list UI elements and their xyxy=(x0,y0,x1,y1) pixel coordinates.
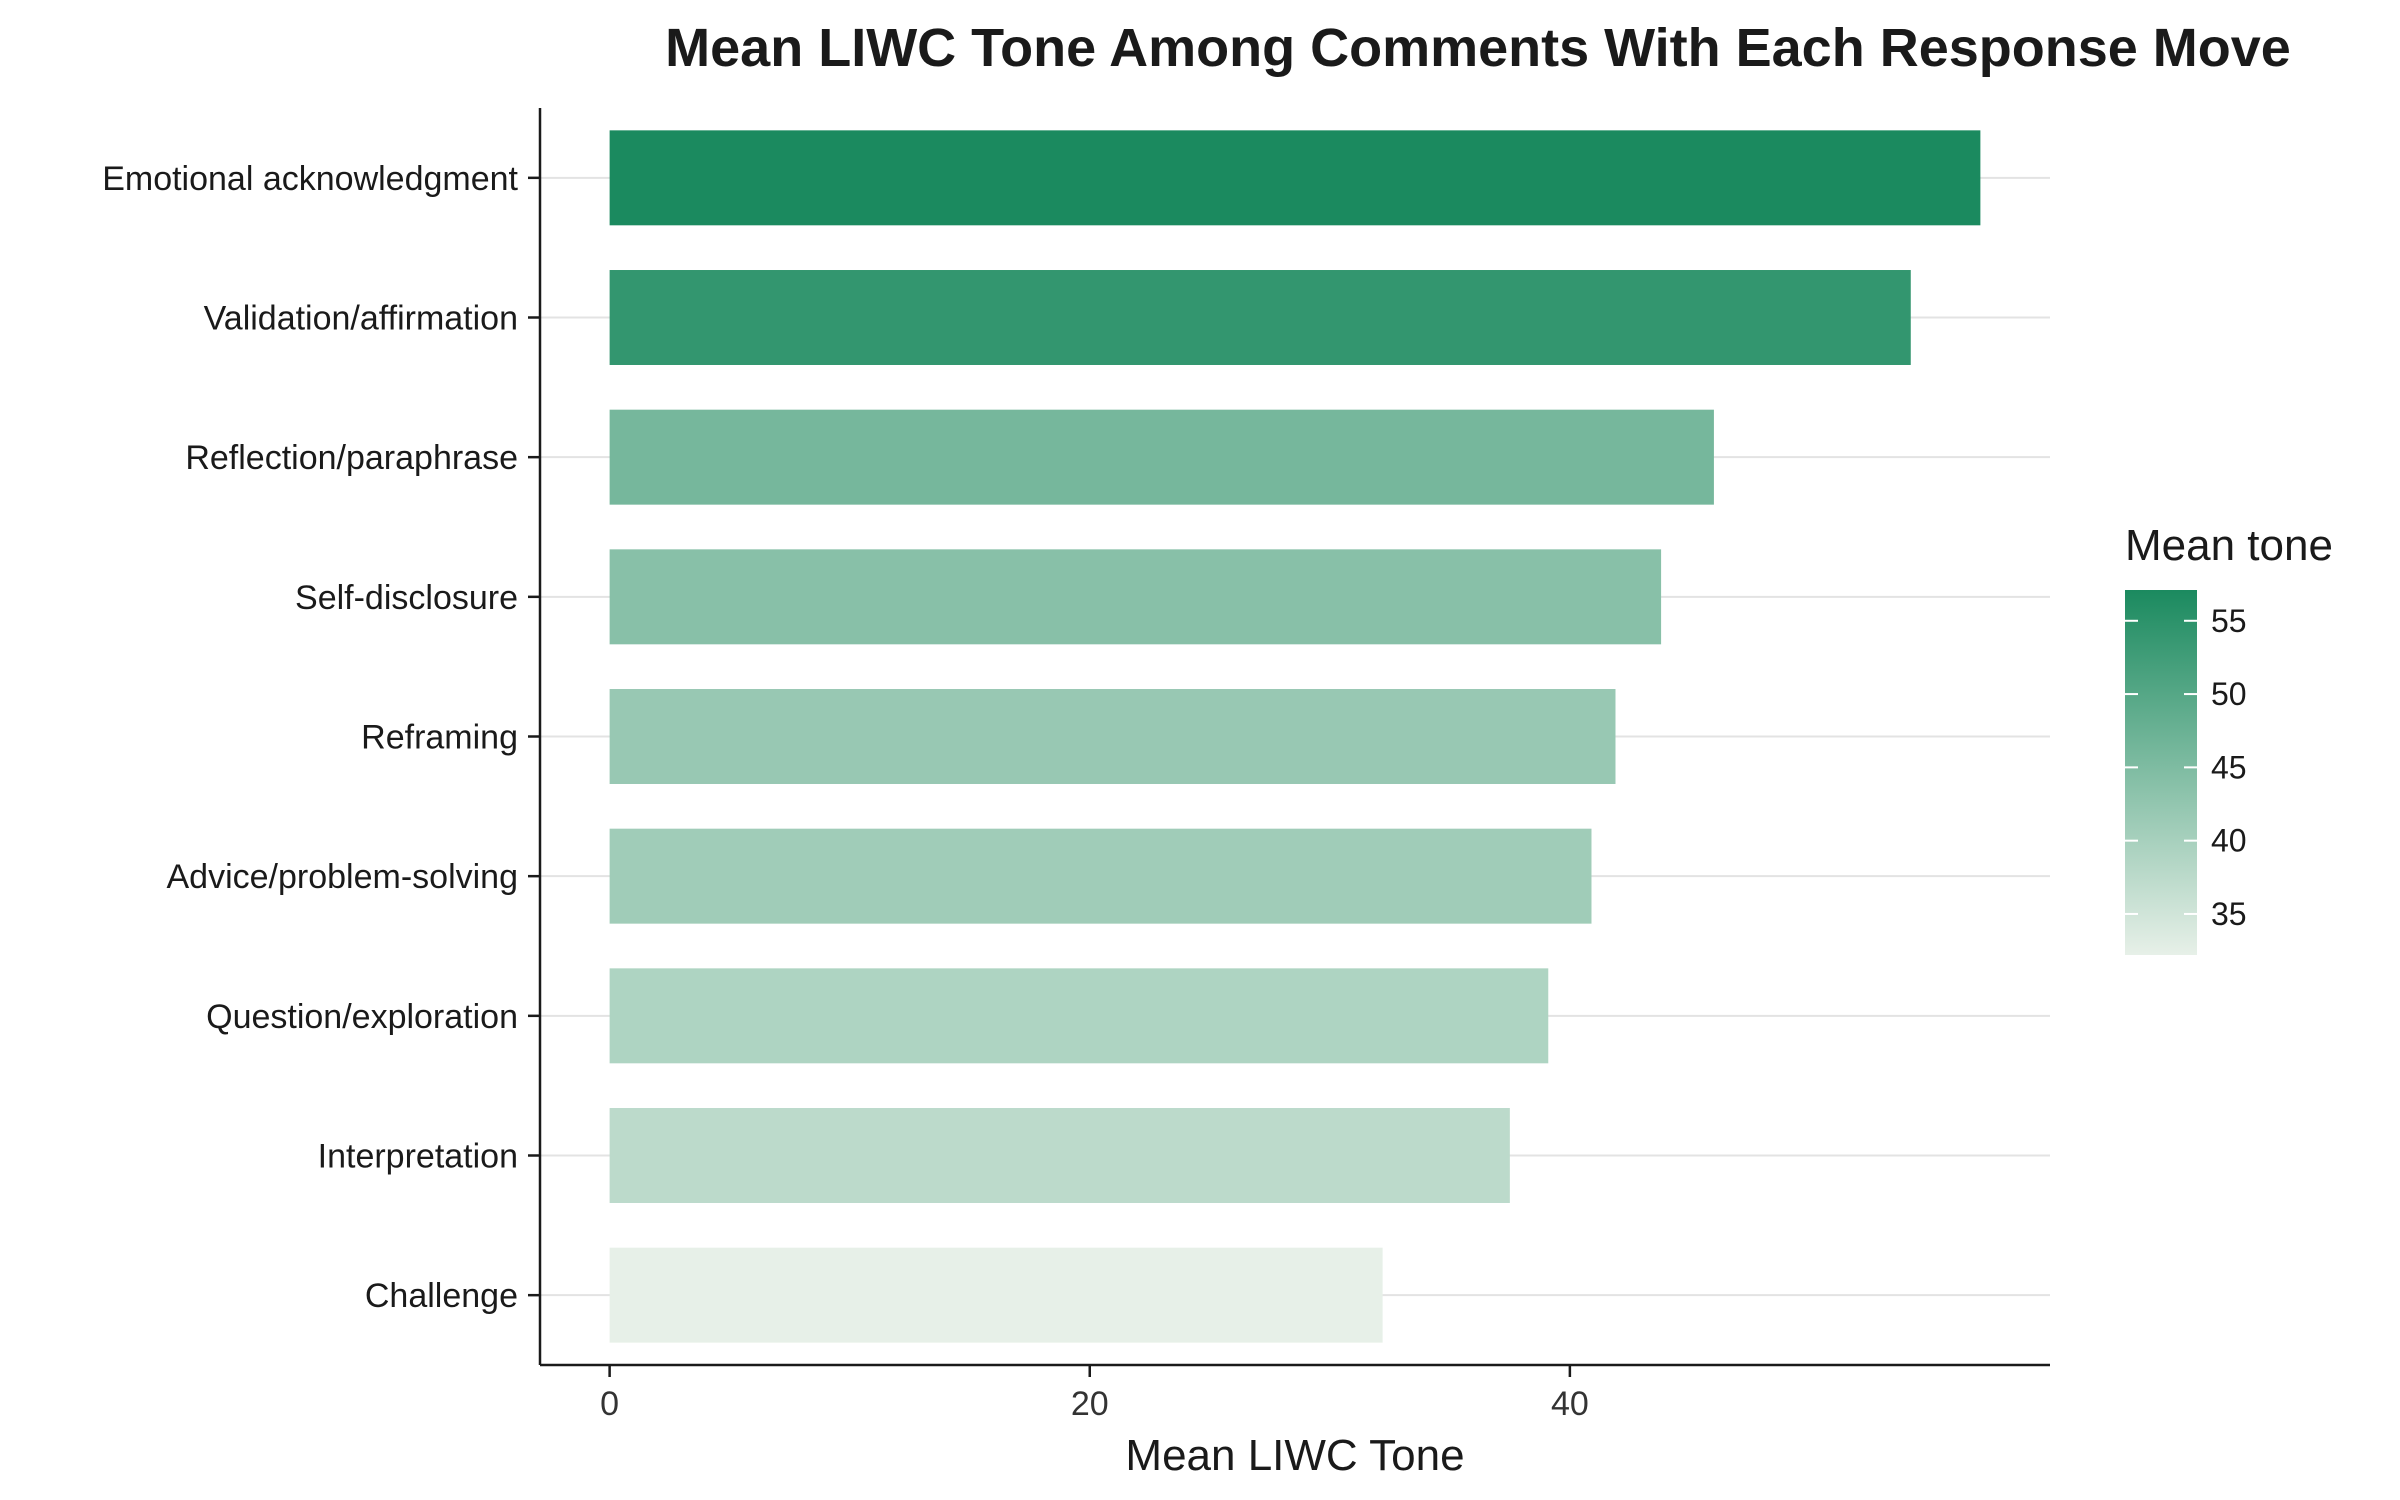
x-axis-label: Mean LIWC Tone xyxy=(1125,1431,1464,1480)
y-tick-label: Challenge xyxy=(365,1277,518,1315)
bar xyxy=(609,130,1981,226)
chart-title: Mean LIWC Tone Among Comments With Each … xyxy=(665,18,2291,78)
colorbar-tick-label: 55 xyxy=(2211,603,2247,639)
bar xyxy=(609,549,1662,645)
y-tick-label: Emotional acknowledgment xyxy=(102,160,518,198)
x-tick-label: 0 xyxy=(600,1385,619,1423)
colorbar-tick-label: 45 xyxy=(2211,749,2247,785)
x-tick-label: 40 xyxy=(1551,1385,1589,1423)
y-tick-label: Self-disclosure xyxy=(295,579,518,617)
bar xyxy=(609,828,1592,924)
colorbar-tick-label: 40 xyxy=(2211,823,2247,859)
y-tick-label: Reflection/paraphrase xyxy=(185,439,518,477)
bar xyxy=(609,968,1549,1064)
bar xyxy=(609,409,1714,505)
legend-title: Mean tone xyxy=(2125,521,2333,570)
bar xyxy=(609,270,1911,365)
colorbar-tick-label: 50 xyxy=(2211,676,2247,712)
colorbar xyxy=(2125,590,2197,955)
bars xyxy=(609,130,1981,1343)
legend: Mean tone 35 40 45 50 55 xyxy=(2125,521,2333,955)
y-tick-label: Reframing xyxy=(361,719,518,757)
x-tick-label: 20 xyxy=(1071,1385,1109,1423)
x-axis: 0 20 40 xyxy=(540,1363,2050,1423)
y-tick-label: Question/exploration xyxy=(206,998,518,1036)
bar xyxy=(609,689,1616,784)
y-axis: Emotional acknowledgment Validation/affir… xyxy=(102,108,542,1365)
bar xyxy=(609,1247,1383,1343)
colorbar-ticks: 35 40 45 50 55 xyxy=(2125,603,2247,932)
colorbar-tick-label: 35 xyxy=(2211,896,2247,932)
y-tick-label: Interpretation xyxy=(318,1138,518,1176)
bar xyxy=(609,1108,1510,1203)
y-tick-label: Validation/affirmation xyxy=(204,300,518,338)
y-tick-label: Advice/problem-solving xyxy=(167,858,519,896)
